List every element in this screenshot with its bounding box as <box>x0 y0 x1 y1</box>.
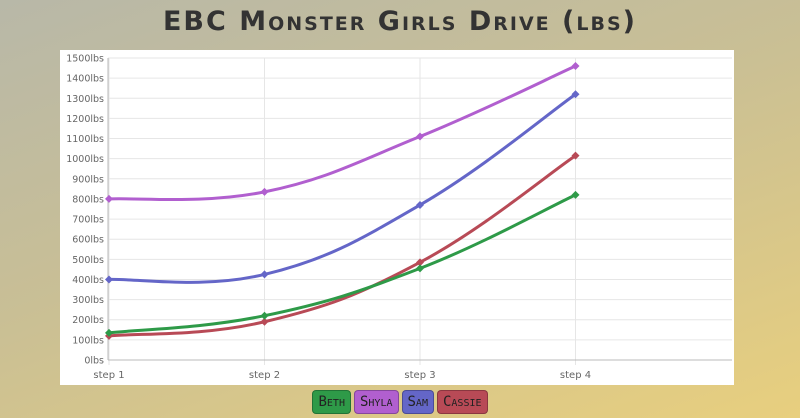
series-line-shyla <box>108 64 577 202</box>
legend-item-sam[interactable]: Sam <box>401 390 434 414</box>
y-tick-label: 1000lbs <box>66 154 104 165</box>
x-tick-label: step 4 <box>560 370 591 381</box>
data-point-cassie <box>571 151 580 160</box>
data-point-shyla <box>571 62 580 71</box>
y-tick-label: 1500lbs <box>66 54 104 65</box>
data-point-beth <box>416 264 424 273</box>
data-point-sam <box>571 90 580 99</box>
data-point-beth <box>260 311 269 320</box>
x-tick-label: step 1 <box>93 370 124 381</box>
data-point-beth <box>105 328 113 337</box>
data-point-sam <box>260 270 269 279</box>
y-tick-label: 700lbs <box>72 215 104 226</box>
data-point-shyla <box>260 187 269 196</box>
chart-title: EBC Monster Girls Drive (lbs) <box>162 6 637 37</box>
chart-panel: 0lbs 100lbs 200lbs 300lbs 400lbs 500lbs 600lbs… <box>60 50 734 385</box>
legend-item-cassie[interactable]: Cassie <box>436 390 488 414</box>
legend-item-beth[interactable]: Beth <box>312 390 351 414</box>
y-tick-label: 1400lbs <box>66 74 104 85</box>
data-point-sam <box>416 200 424 209</box>
y-tick-label: 800lbs <box>72 194 104 205</box>
series-line-cassie <box>108 154 577 338</box>
chart-legend: Beth Shyla Sam Cassie <box>0 390 800 416</box>
y-tick-label: 400lbs <box>72 275 104 286</box>
y-tick-label: 100lbs <box>72 335 104 346</box>
data-point-cassie <box>260 317 269 326</box>
data-point-sam <box>105 275 113 284</box>
y-tick-label: 300lbs <box>72 295 104 306</box>
line-chart: 0lbs 100lbs 200lbs 300lbs 400lbs 500lbs 600lbs… <box>66 54 732 381</box>
series-line-beth <box>108 193 577 335</box>
data-point-shyla <box>105 194 113 203</box>
legend-item-shyla[interactable]: Shyla <box>353 390 399 414</box>
y-tick-label: 500lbs <box>72 255 104 266</box>
y-tick-label: 1300lbs <box>66 94 104 105</box>
x-tick-label: step 2 <box>249 370 280 381</box>
y-tick-label: 1200lbs <box>66 114 104 125</box>
y-tick-label: 0lbs <box>84 356 104 367</box>
x-tick-label: step 3 <box>404 370 435 381</box>
data-point-beth <box>571 190 580 199</box>
y-tick-label: 200lbs <box>72 315 104 326</box>
series-line-sam <box>108 93 577 284</box>
data-point-shyla <box>416 132 424 141</box>
y-tick-label: 1100lbs <box>66 134 104 145</box>
y-tick-label: 600lbs <box>72 235 104 246</box>
data-point-cassie <box>416 258 424 267</box>
y-tick-label: 900lbs <box>72 174 104 185</box>
